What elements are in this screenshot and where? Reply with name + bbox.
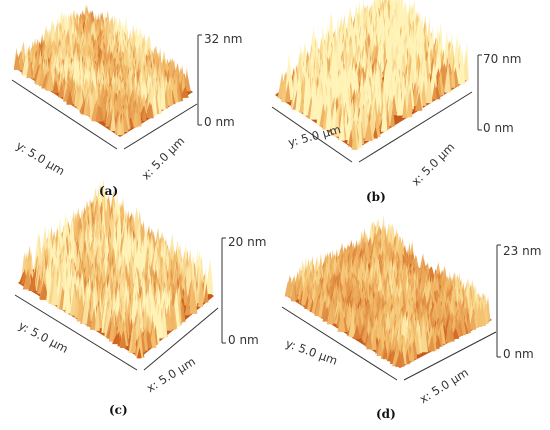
y-axis-line-b: [271, 106, 353, 163]
x-axis-line-d: [403, 331, 497, 381]
scale-bottom-b: 0 nm: [483, 121, 514, 135]
afm-surface-group-a: [11, 4, 202, 150]
y-axis-line-a: [11, 79, 118, 150]
afm-surface-group-b: [271, 0, 482, 163]
panel-letter-b: (b): [366, 190, 386, 204]
panel-letter-d: (d): [376, 407, 396, 421]
y-axis-line-d: [281, 306, 398, 381]
y-axis-line-c: [14, 294, 138, 371]
scale-bottom-a: 0 nm: [204, 115, 235, 129]
scale-bottom-d: 0 nm: [503, 347, 534, 361]
scale-top-c: 20 nm: [228, 235, 267, 249]
scale-top-a: 32 nm: [204, 32, 243, 46]
panel-letter-a: (a): [99, 184, 119, 198]
afm-surface-group-d: [281, 214, 501, 381]
x-axis-line-a: [123, 103, 198, 150]
scale-top-d: 23 nm: [503, 244, 542, 258]
panel-letter-c: (c): [109, 403, 128, 417]
scale-bottom-c: 0 nm: [228, 333, 259, 347]
afm-surface-group-c: [14, 179, 226, 371]
x-axis-line-c: [143, 307, 219, 371]
x-axis-line-b: [358, 91, 473, 163]
scale-top-b: 70 nm: [483, 52, 522, 66]
